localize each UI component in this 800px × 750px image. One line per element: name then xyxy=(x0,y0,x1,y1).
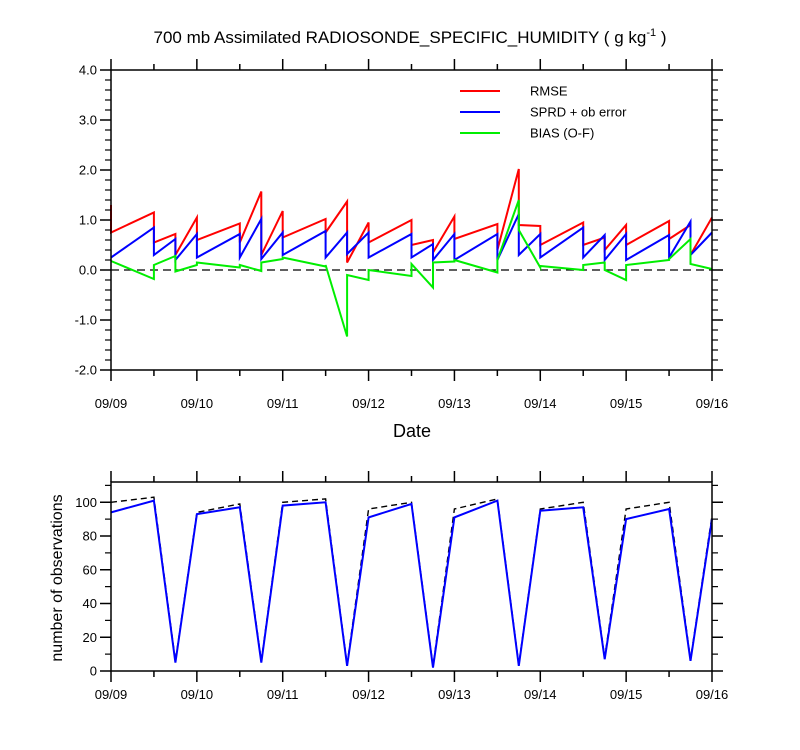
top-axis-ticks: 09/09 09/10 09/11 09/12 09/13 09/14 09/15 09/16… xyxy=(75,59,729,411)
chart-title: 700 mb Assimilated RADIOSONDE_SPECIFIC_H… xyxy=(154,27,667,47)
legend: RMSE SPRD + ob error BIAS (O-F) xyxy=(460,84,627,141)
top-series-group xyxy=(110,168,713,337)
chart-title-superscript: -1 xyxy=(646,27,656,39)
y-tick-label: 40 xyxy=(83,596,97,611)
y-tick-label: 4.0 xyxy=(79,63,97,78)
x-tick-label: 09/16 xyxy=(696,396,729,411)
series-line-sprd-ob-error xyxy=(110,213,713,263)
legend-label: BIAS (O-F) xyxy=(530,126,594,141)
chart-title-main: 700 mb Assimilated RADIOSONDE_SPECIFIC_H… xyxy=(154,28,647,47)
y-tick-label: 3.0 xyxy=(79,113,97,128)
x-tick-label: 09/15 xyxy=(610,687,643,702)
x-tick-label: 09/09 xyxy=(95,396,128,411)
y-tick-label: 2.0 xyxy=(79,163,97,178)
y-tick-label: -2.0 xyxy=(75,363,97,378)
x-tick-label: 09/09 xyxy=(95,687,128,702)
chart-title-end: ) xyxy=(656,28,666,47)
series-line-possible-observations xyxy=(110,496,713,666)
y-tick-label: 0.0 xyxy=(79,263,97,278)
y-tick-label: 0 xyxy=(90,664,97,679)
legend-label: RMSE xyxy=(530,84,568,99)
x-tick-label: 09/11 xyxy=(267,396,299,411)
y-tick-label: 100 xyxy=(75,495,97,510)
y-tick-label: 1.0 xyxy=(79,213,97,228)
x-tick-label: 09/15 xyxy=(610,396,643,411)
y-tick-label: 20 xyxy=(83,630,97,645)
top-chart: 700 mb Assimilated RADIOSONDE_SPECIFIC_H… xyxy=(75,27,729,441)
x-tick-label: 09/16 xyxy=(696,687,729,702)
x-axis-label: Date xyxy=(393,421,431,441)
y-tick-label: 80 xyxy=(83,529,97,544)
y-tick-label: 60 xyxy=(83,562,97,577)
x-tick-label: 09/10 xyxy=(181,396,214,411)
series-line-assimilated-observations xyxy=(110,499,713,668)
y-tick-label: -1.0 xyxy=(75,313,97,328)
bottom-series-group xyxy=(110,496,713,668)
legend-label: SPRD + ob error xyxy=(530,105,627,120)
x-tick-label: 09/14 xyxy=(524,396,557,411)
y-axis-label: number of observations xyxy=(49,494,66,661)
x-tick-label: 09/13 xyxy=(438,687,471,702)
x-tick-label: 09/10 xyxy=(181,687,214,702)
x-tick-label: 09/14 xyxy=(524,687,557,702)
bottom-axis-ticks: 09/09 09/10 09/11 09/12 09/13 09/14 09/15 09/16… xyxy=(75,471,728,702)
bottom-chart: 09/09 09/10 09/11 09/12 09/13 09/14 09/15 09/16… xyxy=(49,471,728,702)
x-tick-label: 09/12 xyxy=(352,687,385,702)
x-tick-label: 09/11 xyxy=(267,687,299,702)
series-line-bias-o-f xyxy=(110,199,713,337)
x-tick-label: 09/13 xyxy=(438,396,471,411)
x-tick-label: 09/12 xyxy=(352,396,385,411)
